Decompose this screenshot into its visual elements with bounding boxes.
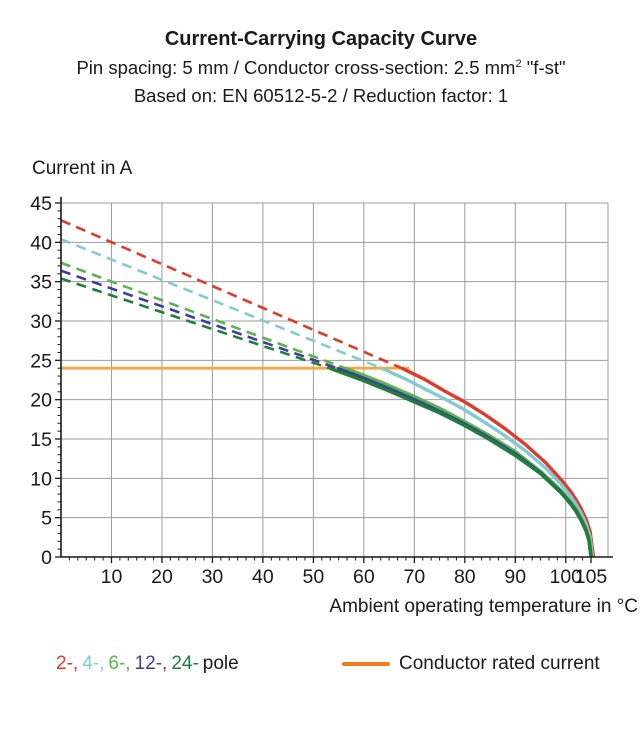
legend-pole-suffix: pole	[202, 653, 239, 674]
svg-text:40: 40	[30, 232, 52, 254]
svg-text:70: 70	[403, 566, 425, 588]
chart-basis-note: Based on: EN 60512-5-2 / Reduction facto…	[133, 84, 509, 106]
y-tick-labels: 0 5 10 15 20 25 30 35 40 45	[30, 193, 52, 569]
svg-text:100: 100	[549, 566, 582, 588]
svg-text:35: 35	[30, 272, 52, 294]
svg-text:50: 50	[303, 566, 325, 588]
legend-pole-2: 2-,	[56, 653, 79, 674]
svg-text:80: 80	[454, 566, 476, 588]
svg-text:30: 30	[202, 566, 224, 588]
legend-rated-label: Conductor rated current	[399, 653, 600, 674]
page-title: Current-Carrying Capacity Curve	[164, 28, 478, 50]
series-12-pole-dashed	[60, 269, 338, 370]
svg-text:40: 40	[252, 566, 274, 588]
series-4-pole-solid	[380, 366, 595, 558]
svg-text:45: 45	[30, 193, 52, 215]
svg-text:90: 90	[504, 566, 526, 588]
legend-pole-24: 24-	[171, 653, 199, 674]
svg-text:10: 10	[101, 566, 123, 588]
svg-text:25: 25	[30, 350, 52, 372]
legend-poles: 2-, 4-, 6-, 12-, 24- pole	[56, 653, 243, 675]
legend-pole-4: 4-,	[82, 653, 105, 674]
chart-header: Current-Carrying Capacity Curve Pin spac…	[0, 24, 642, 110]
svg-text:20: 20	[30, 390, 52, 412]
tick-marks	[55, 202, 592, 563]
svg-text:15: 15	[30, 429, 52, 451]
series-dashed	[60, 219, 403, 370]
svg-text:60: 60	[353, 566, 375, 588]
subtitle-text: Pin spacing: 5 mm / Conductor cross-sect…	[76, 57, 516, 78]
series-2-pole-solid	[400, 366, 596, 558]
series-24-pole-solid	[328, 366, 593, 558]
svg-text:10: 10	[30, 468, 52, 490]
series-12-pole-solid	[336, 366, 593, 558]
svg-text:5: 5	[41, 508, 52, 530]
y-axis-title: Current in A	[32, 158, 133, 179]
rated-current-line-swatch	[342, 661, 390, 667]
series-24-pole-dashed	[60, 277, 330, 370]
series-4-pole-dashed	[60, 237, 382, 370]
series-6-pole-solid	[344, 366, 594, 558]
legend-pole-12: 12-,	[134, 653, 168, 674]
legend-rated-current: Conductor rated current	[342, 653, 600, 675]
series-2-pole-dashed	[60, 219, 403, 370]
x-axis-title: Ambient operating temperature in °C	[329, 596, 638, 617]
svg-text:30: 30	[30, 311, 52, 333]
chart-subtitle: Pin spacing: 5 mm / Conductor cross-sect…	[0, 54, 642, 82]
subtitle-superscript: 2	[515, 57, 522, 70]
svg-text:20: 20	[151, 566, 173, 588]
series-solid	[328, 366, 596, 558]
subtitle-suffix: "f-st"	[521, 57, 566, 78]
svg-text:0: 0	[41, 547, 52, 569]
svg-text:105: 105	[575, 566, 608, 588]
legend-pole-6: 6-,	[108, 653, 131, 674]
gridlines	[61, 202, 609, 557]
axes	[60, 197, 613, 558]
series-6-pole-dashed	[60, 261, 346, 370]
